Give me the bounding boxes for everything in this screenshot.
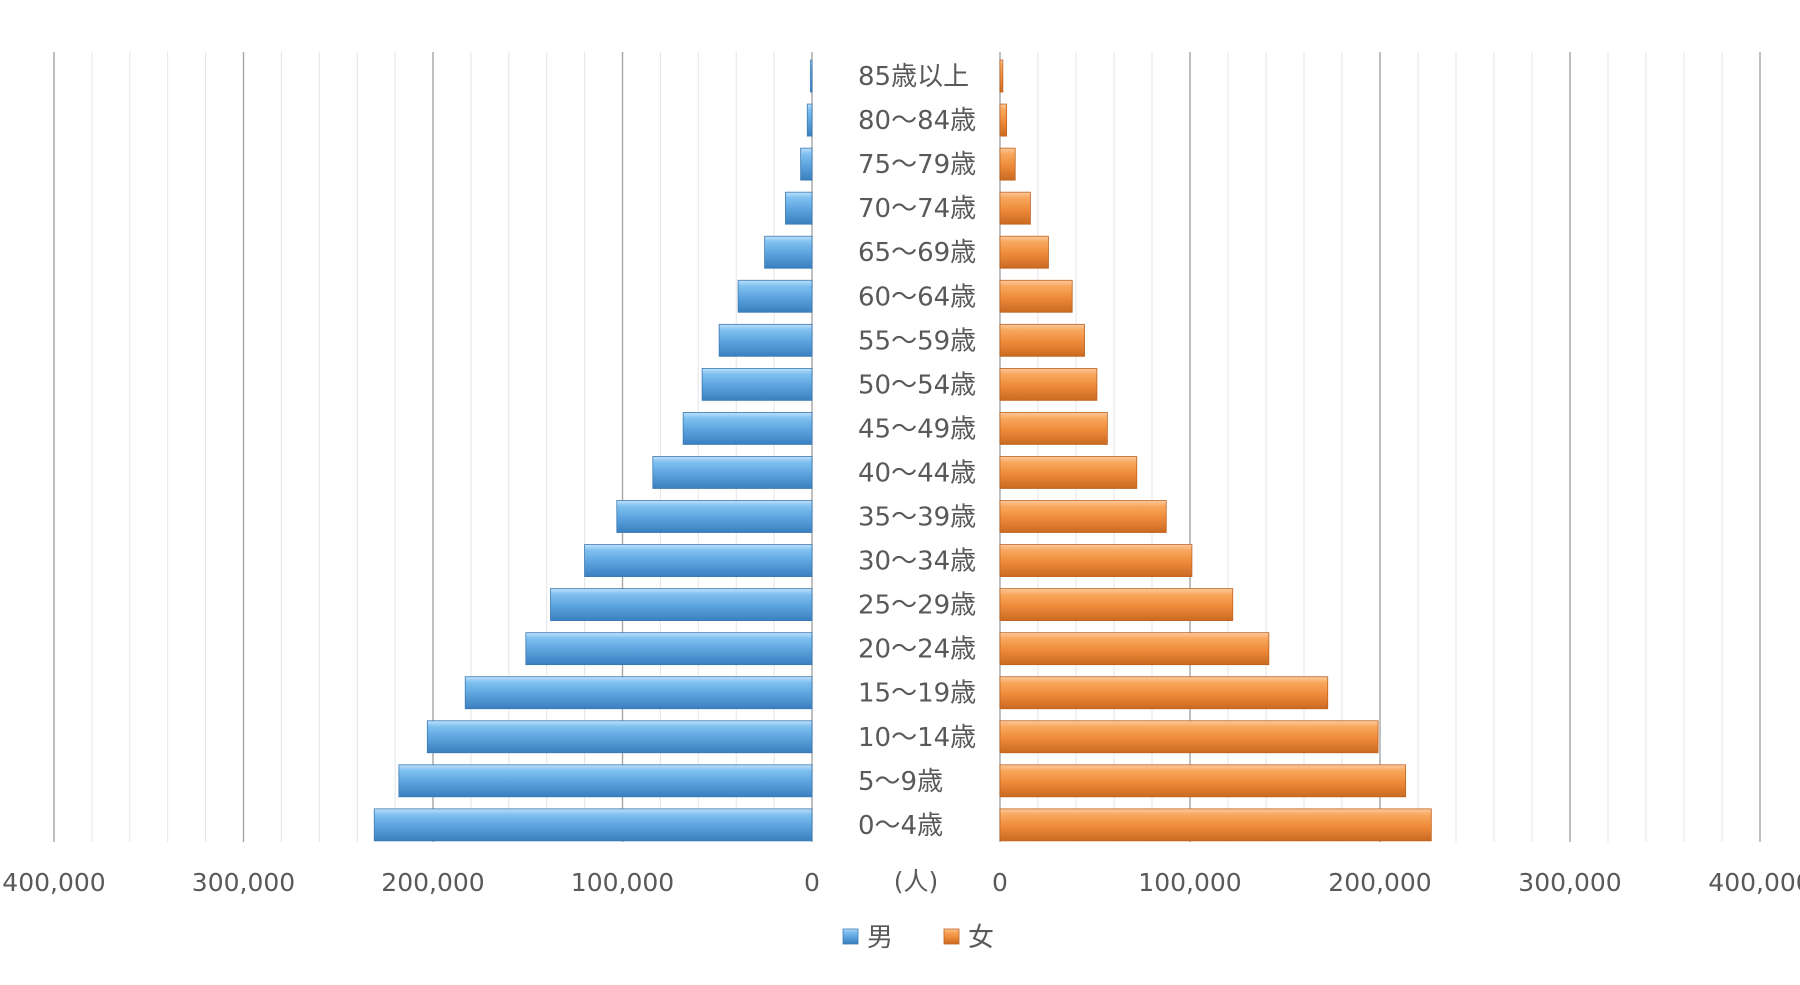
bar-male xyxy=(806,103,813,137)
age-group-label: 75～79歳 xyxy=(858,150,976,180)
bar-male xyxy=(764,235,813,269)
x-tick-label-left: 100,000 xyxy=(571,868,674,897)
legend-label: 女 xyxy=(968,923,994,953)
bar-male xyxy=(810,59,813,93)
bar-male xyxy=(701,367,813,401)
bar-male xyxy=(682,412,813,445)
x-tick-label-right: 100,000 xyxy=(1138,868,1241,897)
bar-female xyxy=(999,676,1329,710)
age-group-label: 50～54歳 xyxy=(858,370,976,400)
legend-label: 男 xyxy=(867,923,893,953)
age-group-label: 30～34歳 xyxy=(858,547,976,577)
bar-female xyxy=(999,412,1108,445)
bar-male xyxy=(800,147,813,181)
unit-label: (人) xyxy=(894,867,939,896)
age-group-label: 40～44歳 xyxy=(858,458,976,488)
age-group-label: 20～24歳 xyxy=(858,635,976,665)
age-group-label: 0～4歳 xyxy=(858,811,943,841)
age-group-label: 5～9歳 xyxy=(858,767,943,797)
age-group-label: 35～39歳 xyxy=(858,503,976,533)
bar-male xyxy=(525,632,813,666)
age-group-label: 60～64歳 xyxy=(858,282,976,312)
x-tick-label-right: 200,000 xyxy=(1328,868,1431,897)
bar-female xyxy=(999,235,1049,269)
bar-male xyxy=(652,456,813,489)
bar-female xyxy=(999,456,1138,489)
bar-female xyxy=(999,191,1031,225)
bar-female xyxy=(999,808,1432,842)
x-tick-label-left: 300,000 xyxy=(192,868,295,897)
x-tick-label-right: 0 xyxy=(992,868,1008,897)
x-tick-label-right: 400,000 xyxy=(1708,868,1800,897)
age-group-label: 25～29歳 xyxy=(858,591,976,621)
bar-male xyxy=(785,191,813,225)
bar-female xyxy=(999,367,1098,401)
bar-female xyxy=(999,279,1073,313)
gridlines xyxy=(53,52,1761,842)
bar-female xyxy=(999,544,1193,577)
age-group-label: 10～14歳 xyxy=(858,723,976,753)
age-group-label: 80～84歳 xyxy=(858,106,976,136)
bar-male xyxy=(584,544,813,577)
age-group-label: 45～49歳 xyxy=(858,414,976,444)
bar-male xyxy=(398,764,813,798)
x-tick-label-right: 300,000 xyxy=(1518,868,1621,897)
x-tick-label-left: 200,000 xyxy=(381,868,484,897)
bar-male xyxy=(426,720,813,754)
bar-male xyxy=(737,279,813,313)
bar-female xyxy=(999,588,1234,622)
bar-female xyxy=(999,59,1004,93)
bar-female xyxy=(999,147,1016,181)
age-group-label: 65～69歳 xyxy=(858,238,976,268)
x-tick-label-left: 0 xyxy=(804,868,820,897)
legend-swatch xyxy=(943,928,960,945)
age-group-label: 15～19歳 xyxy=(858,679,976,709)
legend-swatch xyxy=(842,928,859,945)
bar-female xyxy=(999,720,1379,754)
age-labels: 85歳以上 80～84歳 75～79歳 70～74歳 65～69歳 60～64歳 55～59… xyxy=(858,62,976,841)
legend: 男女 xyxy=(842,923,994,953)
x-axis-ticks: 400,000 300,000 200,000 100,000 0 0 100,000 200… xyxy=(2,868,1800,897)
bar-male xyxy=(464,676,813,710)
bars xyxy=(373,59,1432,842)
bar-male xyxy=(616,500,813,533)
age-group-label: 70～74歳 xyxy=(858,194,976,224)
bar-female xyxy=(999,764,1407,798)
age-group-label: 55～59歳 xyxy=(858,326,976,356)
bar-male xyxy=(373,808,813,842)
x-tick-label-left: 400,000 xyxy=(2,868,105,897)
bar-female xyxy=(999,103,1008,137)
bar-female xyxy=(999,323,1085,357)
bar-male xyxy=(718,323,813,357)
bar-female xyxy=(999,632,1270,666)
bar-male xyxy=(550,588,813,622)
bar-female xyxy=(999,500,1167,533)
age-group-label: 85歳以上 xyxy=(858,62,969,92)
